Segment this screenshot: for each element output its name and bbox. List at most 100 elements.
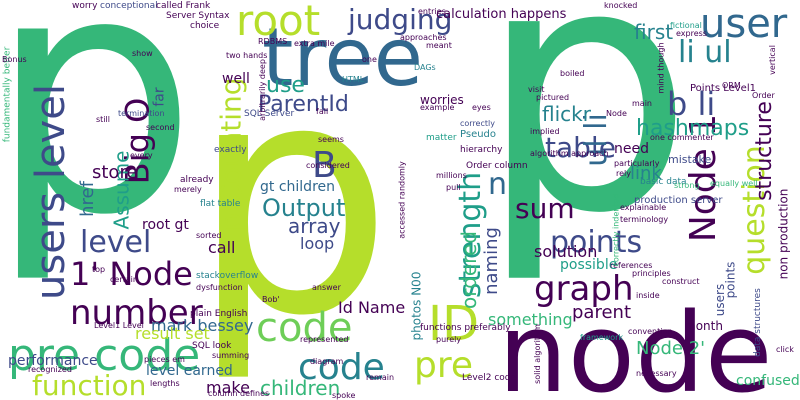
word-worry: worry [72, 1, 98, 11]
word-gt-children: gt children [260, 179, 335, 195]
word-table: table [545, 131, 616, 164]
word-b-li: b li [667, 85, 716, 123]
word-order-column: Order column [466, 161, 528, 171]
word-pre-code-1: pre code [8, 330, 201, 381]
word-terminology: terminology [620, 215, 669, 224]
word-flickr: flickr [542, 102, 591, 126]
word-meant: meant [426, 41, 452, 50]
word-lengths: lengths [150, 379, 180, 388]
word-termination: termination [118, 109, 165, 118]
word-server-syntax: Server Syntax [166, 11, 230, 21]
word-id: ID [428, 296, 480, 352]
word-points-2: points [723, 261, 738, 299]
word-judging: judging [348, 3, 453, 36]
word-references: references [610, 261, 653, 270]
word-knocked: knocked [604, 1, 638, 10]
word-approaches: approaches [400, 33, 447, 42]
word-users-level: users level [27, 84, 74, 300]
word-construct: construct [662, 277, 700, 286]
word-node: node [498, 289, 773, 400]
word-top: top [92, 265, 106, 274]
word-framework: framework [580, 333, 624, 342]
word-number: number [70, 293, 203, 333]
word-tree: tree [262, 11, 423, 104]
word-visit: visit [528, 85, 545, 94]
word-still: still [96, 115, 110, 124]
word-level2-code: Level2 code [462, 373, 517, 383]
word-dysfunction: dysfunction [196, 283, 243, 292]
word-sql-look: SQL look [192, 341, 232, 351]
word-b: B [312, 145, 337, 186]
word-order: Order [752, 91, 775, 100]
word-use: use [266, 73, 305, 98]
word-well: well [222, 71, 250, 87]
word-li-ul: li ul [678, 35, 732, 70]
word-exactly: exactly [214, 145, 247, 155]
word-remain: remain [366, 373, 395, 382]
word-mind-though: mind though [656, 42, 666, 94]
word-answer: answer [312, 283, 341, 292]
word-rdbms: RDBMS [258, 37, 288, 46]
word-code-2: code [298, 347, 385, 388]
word-parentid: ParentId [258, 92, 349, 117]
word-production-server: production server [634, 195, 723, 206]
word-seems: seems [318, 135, 344, 144]
word-pull: pull [446, 183, 461, 192]
word-solid-algorithm: solid algorithm [532, 324, 542, 384]
word-principles: principles [632, 269, 671, 278]
word-correctly: correctly [460, 119, 495, 128]
word-data-structures: data structures [752, 288, 763, 357]
word-parent: parent [572, 302, 632, 323]
word-called-frank: called Frank [156, 1, 211, 11]
word-every: every [130, 151, 153, 160]
word-root-gt: root gt [142, 217, 189, 233]
word-certain: certain [110, 275, 138, 284]
word-orm: ORM [722, 81, 741, 90]
word-points-level1: Points Level1 [690, 83, 756, 94]
word-call: call [208, 238, 236, 257]
word-main: main [632, 99, 652, 108]
word-something: something [488, 310, 573, 329]
word-pieces-em: pieces em [144, 355, 185, 364]
word-entries: entries [418, 7, 446, 16]
word-user: user [700, 1, 788, 47]
word-boiled: boiled [560, 69, 585, 78]
word-pictured: pictured [536, 93, 570, 102]
word-example: example [420, 103, 455, 112]
word-link: link [630, 163, 662, 184]
word-mark-bessey: mark bessey [151, 316, 254, 335]
word-explainable: explainable [620, 203, 667, 212]
word-particularly: particularly [614, 159, 660, 168]
word-node-small: Node [606, 109, 627, 118]
word-first: first [634, 20, 674, 44]
word-summing: summing [212, 351, 250, 360]
word-one-commenter: one commenter [650, 133, 714, 142]
word-necessary: necessary [636, 369, 677, 378]
word-p-3: p [190, 14, 394, 386]
word-href: href [76, 181, 98, 217]
word-considered: considered [306, 161, 350, 170]
word-vertical: vertical [767, 45, 777, 75]
word-bonus: Bonus [2, 55, 27, 64]
word-column-defines: column defines [208, 389, 270, 398]
word-level-earned: level earned [146, 363, 233, 379]
word-sum: sum [515, 192, 575, 225]
word-convention: convention [628, 327, 673, 336]
word-accessed-randomly: accessed randomly [397, 161, 407, 239]
word-arbitrarily-deep: arbitrarily deep [257, 59, 267, 121]
word-points-1: points [550, 225, 643, 260]
word-store: store [92, 162, 138, 183]
word-conceptional: conceptional [100, 1, 158, 11]
word-naming: naming [480, 227, 502, 295]
word-flat-table: flat table [200, 199, 241, 209]
word-code-1: code [256, 305, 353, 351]
word-root: root [236, 0, 321, 45]
word-calculation-happens: calculation happens [436, 7, 567, 22]
word-performance: performance [8, 353, 98, 369]
word-hashmaps: hashmaps [636, 116, 750, 141]
word-equally-well: equally well [710, 179, 758, 188]
word-loop: loop [300, 234, 335, 253]
word-rely: rely [616, 169, 631, 178]
word-diagram: diagram [310, 357, 344, 366]
